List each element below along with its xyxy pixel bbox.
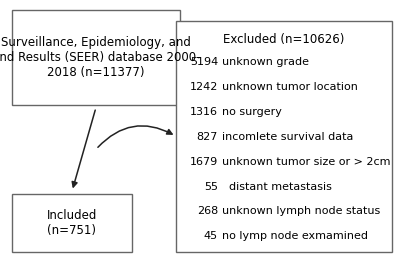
Text: 5194: 5194 xyxy=(190,57,218,67)
Text: Included
(n=751): Included (n=751) xyxy=(47,209,97,237)
Text: 827: 827 xyxy=(197,132,218,142)
Text: 268: 268 xyxy=(197,206,218,216)
Text: 1242: 1242 xyxy=(190,82,218,92)
Text: 1679: 1679 xyxy=(190,157,218,167)
Text: 1316: 1316 xyxy=(190,107,218,117)
Text: 55: 55 xyxy=(204,182,218,192)
Text: unknown grade: unknown grade xyxy=(222,57,309,67)
Text: incomlete survival data: incomlete survival data xyxy=(222,132,353,142)
Text: Surveillance, Epidemiology, and
End Results (SEER) database 2000-
2018 (n=11377): Surveillance, Epidemiology, and End Resu… xyxy=(0,36,200,79)
Text: unknown tumor location: unknown tumor location xyxy=(222,82,358,92)
Text: distant metastasis: distant metastasis xyxy=(222,182,332,192)
Text: Excluded (n=10626): Excluded (n=10626) xyxy=(223,33,345,46)
Text: no lymp node exmamined: no lymp node exmamined xyxy=(222,231,368,241)
FancyBboxPatch shape xyxy=(12,10,180,105)
Text: unknown tumor size or > 2cm: unknown tumor size or > 2cm xyxy=(222,157,390,167)
Text: 45: 45 xyxy=(204,231,218,241)
FancyBboxPatch shape xyxy=(12,194,132,252)
FancyBboxPatch shape xyxy=(176,21,392,252)
Text: no surgery: no surgery xyxy=(222,107,282,117)
Text: unknown lymph node status: unknown lymph node status xyxy=(222,206,380,216)
